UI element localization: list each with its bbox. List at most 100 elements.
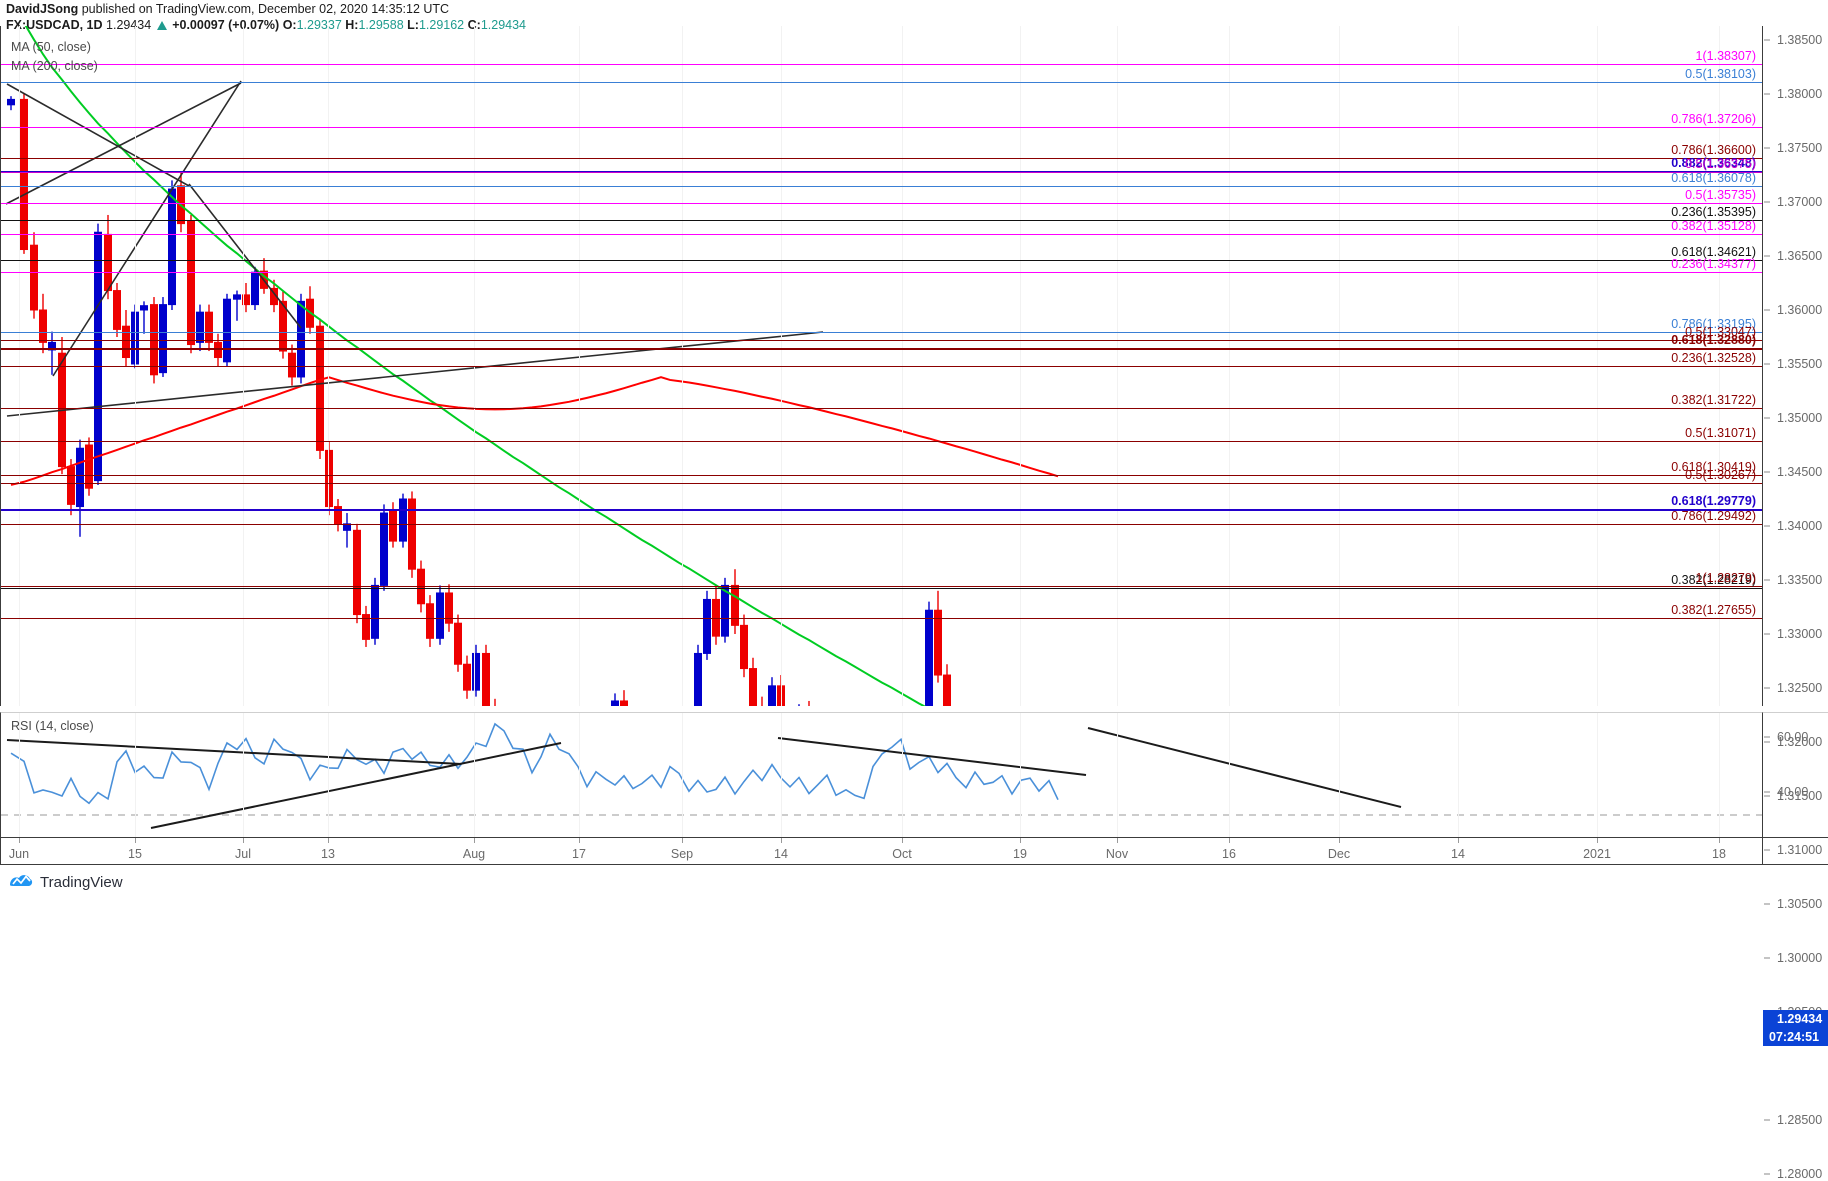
price-tick-label: 1.33000 bbox=[1777, 627, 1823, 641]
time-tick-label: 18 bbox=[1712, 847, 1726, 861]
price-tick-mark bbox=[1764, 525, 1770, 527]
price-tick-mark bbox=[1764, 1119, 1770, 1121]
fib-level-label: 0.382(1.31722) bbox=[1671, 393, 1756, 407]
fib-level-label: 0.236(1.34377) bbox=[1671, 257, 1756, 271]
rsi-trendline[interactable] bbox=[150, 742, 562, 829]
candle-body bbox=[223, 298, 231, 363]
rsi-trendline[interactable] bbox=[1087, 727, 1402, 808]
trendline[interactable] bbox=[52, 80, 242, 377]
gridline-vertical bbox=[1117, 713, 1118, 837]
price-tick-label: 1.38500 bbox=[1777, 33, 1823, 47]
low-value: 1.29162 bbox=[418, 18, 465, 32]
rsi-trendline[interactable] bbox=[6, 739, 462, 765]
fib-level-label: 0.382(1.35128) bbox=[1671, 219, 1756, 233]
fib-level-line bbox=[1, 234, 1762, 235]
ma200-legend: MA (200, close) bbox=[11, 59, 98, 73]
candle-body bbox=[334, 506, 342, 525]
time-tick-mark bbox=[1458, 838, 1459, 843]
high-value: 1.29588 bbox=[358, 18, 404, 32]
time-tick-mark bbox=[135, 838, 136, 843]
fib-level-label: 0.5(1.31071) bbox=[1685, 426, 1756, 440]
time-scale[interactable]: Jun 15 Jul 13 Aug 17 Sep 14 Oct 19 Nov 16 Dec 14 2021 1… bbox=[0, 837, 1762, 865]
candle-body bbox=[472, 652, 480, 691]
symbol-ohlc-line: FX:USDCAD, 1D 1.29434 +0.00097 (+0.07%) … bbox=[6, 17, 1828, 33]
rsi-legend: RSI (14, close) bbox=[11, 719, 94, 733]
gridline-vertical bbox=[902, 713, 903, 837]
candle-body bbox=[242, 294, 250, 306]
time-tick-label: 15 bbox=[128, 847, 142, 861]
fib-level-label: 0.5(1.33047) bbox=[1685, 325, 1756, 339]
gridline-vertical bbox=[1020, 713, 1021, 837]
candle-body bbox=[67, 466, 75, 505]
rsi-scale[interactable]: 60.00 40.00 bbox=[1762, 712, 1828, 837]
price-scale[interactable]: 1.38500 1.38000 1.37500 1.37000 1.36500 1.360… bbox=[1762, 26, 1828, 1181]
price-tick-mark bbox=[1764, 795, 1770, 797]
fib-level-label: 0.382(1.27655) bbox=[1671, 603, 1756, 617]
fib-level-line bbox=[1, 127, 1762, 128]
ma200-line bbox=[24, 26, 927, 706]
fib-level-line bbox=[1, 408, 1762, 409]
candle-body bbox=[740, 624, 748, 670]
time-tick-mark bbox=[1597, 838, 1598, 843]
gridline-vertical bbox=[579, 713, 580, 837]
publish-info: published on TradingView.com, December 0… bbox=[81, 2, 450, 16]
time-tick-label: 2021 bbox=[1583, 847, 1611, 861]
candle-body bbox=[122, 325, 130, 359]
ma50-line bbox=[10, 376, 1059, 486]
candle-body bbox=[620, 700, 628, 706]
price-tick-label: 1.35000 bbox=[1777, 411, 1823, 425]
trendline[interactable] bbox=[188, 183, 302, 329]
candle-body bbox=[768, 685, 776, 706]
ma50-legend: MA (50, close) bbox=[11, 40, 91, 54]
open-label: O: bbox=[282, 18, 297, 32]
price-tick-label: 1.36500 bbox=[1777, 249, 1823, 263]
fib-level-label: 0.786(1.36600) bbox=[1671, 143, 1756, 157]
price-tick-label: 1.34000 bbox=[1777, 519, 1823, 533]
candle-body bbox=[288, 352, 296, 378]
price-pane[interactable]: 1(1.38307) 0.5(1.38103) 0.786(1.37206) 0.78… bbox=[0, 26, 1762, 706]
candle-body bbox=[445, 592, 453, 624]
candle-body bbox=[7, 98, 15, 106]
candle-body bbox=[343, 523, 351, 531]
fib-level-label: 0.618(1.30419) bbox=[1671, 460, 1756, 474]
high-label: H: bbox=[345, 18, 359, 32]
fib-level-label: 0.236(1.32528) bbox=[1671, 351, 1756, 365]
chart-container[interactable]: 1(1.38307) 0.5(1.38103) 0.786(1.37206) 0.78… bbox=[0, 26, 1828, 1181]
fib-level-label: 0.5(1.38103) bbox=[1685, 67, 1756, 81]
time-tick-label: 13 bbox=[321, 847, 335, 861]
fib-level-line bbox=[1, 483, 1762, 484]
current-price-badge: 1.29434 bbox=[1763, 1010, 1828, 1029]
time-tick-mark bbox=[579, 838, 580, 843]
fib-level-line bbox=[1, 340, 1762, 341]
candle-body bbox=[168, 188, 176, 306]
fib-level-label: 0.882(1.36348) bbox=[1671, 156, 1756, 170]
time-tick-label: Aug bbox=[462, 847, 486, 861]
price-tick-mark bbox=[1764, 633, 1770, 635]
trendline[interactable] bbox=[6, 331, 824, 417]
price-tick-mark bbox=[1764, 39, 1770, 41]
price-tick-label: 1.34500 bbox=[1777, 465, 1823, 479]
fib-level-line bbox=[1, 509, 1762, 511]
low-label: L: bbox=[407, 18, 419, 32]
candle-body bbox=[703, 598, 711, 654]
price-tick-label: 1.32000 bbox=[1777, 735, 1823, 749]
rsi-trendline[interactable] bbox=[777, 737, 1087, 776]
price-tick-mark bbox=[1764, 579, 1770, 581]
gridline-vertical bbox=[1458, 713, 1459, 837]
time-tick-mark bbox=[1339, 838, 1340, 843]
trendline[interactable] bbox=[6, 83, 190, 187]
symbol-label[interactable]: FX:USDCAD, 1D bbox=[6, 18, 103, 32]
candle-body bbox=[353, 529, 361, 616]
up-triangle-icon bbox=[156, 21, 167, 30]
trendline[interactable] bbox=[5, 82, 242, 205]
gridline-vertical bbox=[135, 713, 136, 837]
rsi-pane[interactable]: RSI (14, close) bbox=[0, 712, 1762, 837]
candlestick-series bbox=[7, 94, 951, 706]
time-tick-label: Jul bbox=[235, 847, 251, 861]
fib-level-line bbox=[1, 186, 1762, 187]
time-tick-label: 19 bbox=[1013, 847, 1027, 861]
gridline-vertical bbox=[1719, 713, 1720, 837]
candle-body bbox=[205, 311, 213, 343]
fib-level-label: 0.618(1.29779) bbox=[1671, 494, 1756, 508]
time-tick-mark bbox=[474, 838, 475, 843]
